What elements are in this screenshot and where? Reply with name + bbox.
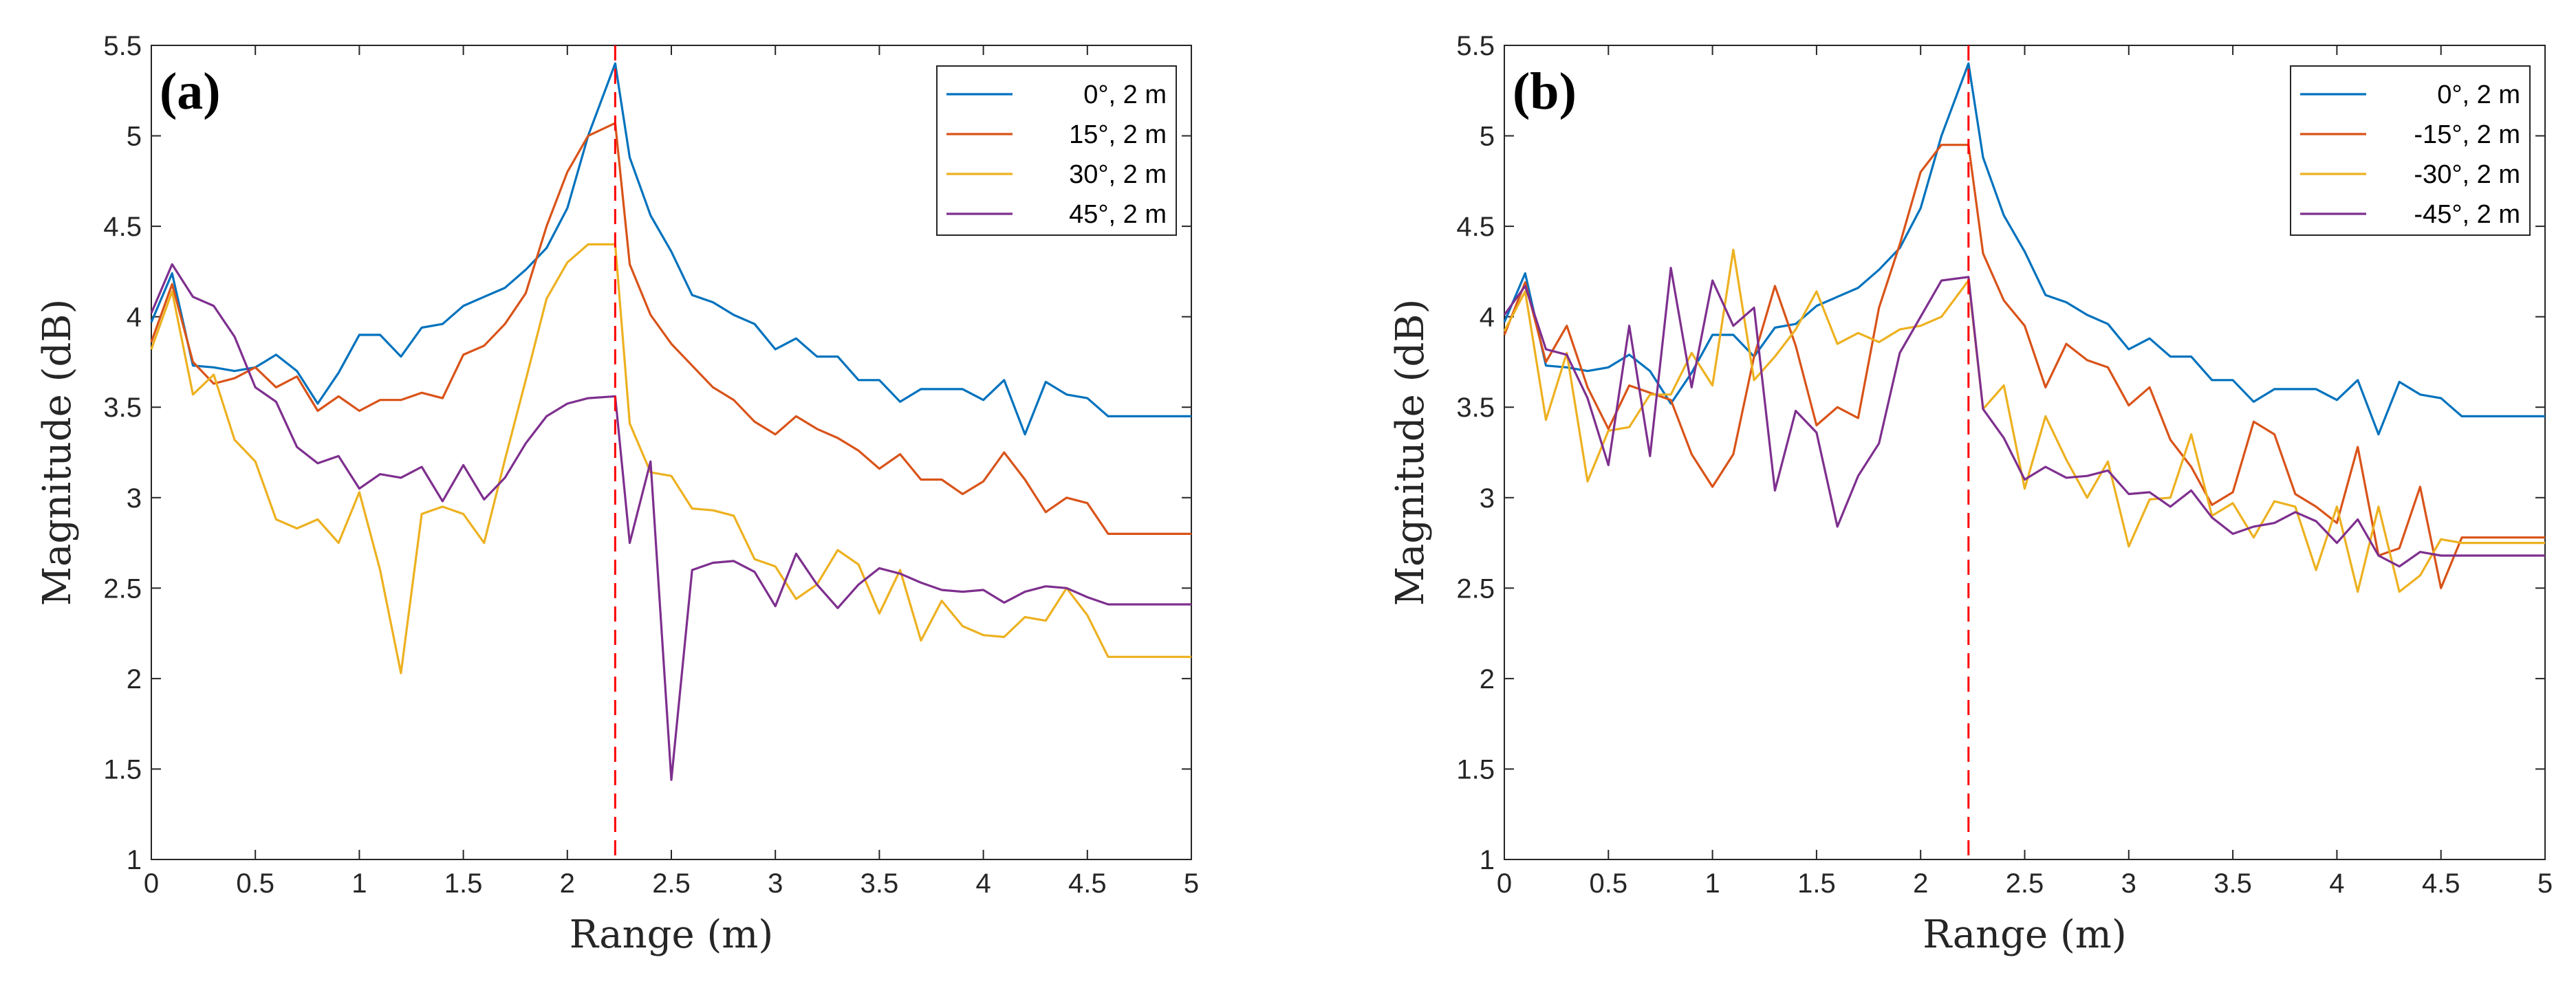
legend-entry: 30°, 2 m: [946, 160, 1167, 189]
y-tick-label: 3: [1480, 483, 1495, 514]
panel-label: (b): [1513, 63, 1577, 120]
series-line-4: [150, 263, 1191, 781]
legend-entry: -15°, 2 m: [2300, 120, 2520, 149]
x-tick-label: 3.5: [2214, 868, 2252, 899]
y-tick-label: 1: [127, 845, 142, 875]
y-axis-title: Magnitude (dB): [1388, 299, 1433, 606]
legend-entry: 45°, 2 m: [946, 200, 1167, 229]
legend-label: 45°, 2 m: [1069, 200, 1167, 229]
series-line-2: [1503, 144, 2545, 589]
y-tick-label: 1.5: [1456, 754, 1495, 785]
x-tick-label: 5: [1184, 868, 1199, 899]
y-tick-label: 4: [127, 303, 142, 333]
y-tick-label: 4.5: [1456, 212, 1495, 242]
y-tick-label: 1: [1480, 845, 1495, 875]
y-tick-label: 3: [127, 483, 142, 514]
series-line-3: [1503, 248, 2545, 593]
x-tick-label: 5: [2537, 868, 2553, 899]
x-tick-label: 4.5: [2422, 868, 2460, 899]
y-tick-label: 2.5: [103, 573, 142, 604]
y-tick-label: 3.5: [1456, 393, 1495, 423]
y-tick-label: 1.5: [103, 754, 142, 785]
legend-entry: 0°, 2 m: [946, 80, 1167, 109]
x-tick-label: 4.5: [1068, 868, 1107, 899]
y-tick-label: 5.5: [103, 31, 142, 61]
x-tick-label: 3: [2121, 868, 2136, 899]
x-axis-title: Range (m): [570, 912, 774, 957]
x-tick-label: 1: [1704, 868, 1720, 899]
legend-label: 15°, 2 m: [1069, 120, 1167, 149]
x-tick-label: 0: [1497, 868, 1512, 899]
series-line-3: [150, 243, 1191, 675]
series-line-4: [1503, 267, 2545, 568]
x-tick-label: 1.5: [1797, 868, 1836, 899]
x-tick-label: 0.5: [1589, 868, 1627, 899]
legend-label: 0°, 2 m: [2437, 80, 2520, 109]
chart-panel-a: 0 0.5 1 1.5 2 2.5 3 3.5 4 4.5 5 1 1.5 2 2.5 3 3.5 4 4.5 5 5.…: [35, 31, 1199, 957]
x-tick-label: 3: [768, 868, 783, 899]
legend-label: 30°, 2 m: [1069, 160, 1167, 189]
x-tick-label: 1.5: [444, 868, 483, 899]
x-tick-label: 2: [560, 868, 575, 899]
legend: 0°, 2 m 15°, 2 m 30°, 2 m 45°, 2 m: [936, 65, 1177, 236]
legend-entry: -30°, 2 m: [2300, 160, 2520, 189]
chart-panel-b: 0 0.5 1 1.5 2 2.5 3 3.5 4 4.5 5 1 1.5 2 2.5 3 3.5 4 4.5 5 5.…: [1388, 31, 2553, 957]
y-tick-label: 2.5: [1456, 573, 1495, 604]
y-tick-label: 5: [1480, 122, 1495, 152]
legend-label: 0°, 2 m: [1083, 80, 1167, 109]
legend-label: -45°, 2 m: [2414, 200, 2520, 229]
x-tick-label: 3.5: [861, 868, 899, 899]
y-tick-label: 4: [1480, 303, 1495, 333]
y-axis-title: Magnitude (dB): [35, 299, 80, 606]
y-tick-label: 5: [127, 122, 142, 152]
y-tick-label: 5.5: [1456, 31, 1495, 61]
panel-label: (a): [160, 63, 221, 120]
x-tick-label: 0: [144, 868, 159, 899]
legend: 0°, 2 m -15°, 2 m -30°, 2 m -45°, 2 m: [2290, 65, 2531, 236]
legend-entry: 0°, 2 m: [2300, 80, 2520, 109]
legend-entry: -45°, 2 m: [2300, 200, 2520, 229]
y-tick-label: 3.5: [103, 393, 142, 423]
x-axis-title: Range (m): [1923, 912, 2127, 957]
legend-label: -15°, 2 m: [2414, 120, 2520, 149]
x-tick-label: 0.5: [236, 868, 274, 899]
x-tick-label: 2.5: [2006, 868, 2044, 899]
x-tick-label: 2: [1913, 868, 1928, 899]
series-line-1: [150, 62, 1191, 436]
y-tick-label: 2: [127, 664, 142, 694]
y-tick-label: 4.5: [103, 212, 142, 242]
x-tick-label: 1: [351, 868, 367, 899]
legend-label: -30°, 2 m: [2414, 160, 2520, 189]
legend-entry: 15°, 2 m: [946, 120, 1167, 149]
series-line-1: [1503, 62, 2545, 436]
y-tick-label: 2: [1480, 664, 1495, 694]
series-line-2: [150, 122, 1191, 536]
x-tick-label: 4: [975, 868, 991, 899]
x-tick-label: 2.5: [652, 868, 691, 899]
x-tick-label: 4: [2329, 868, 2344, 899]
